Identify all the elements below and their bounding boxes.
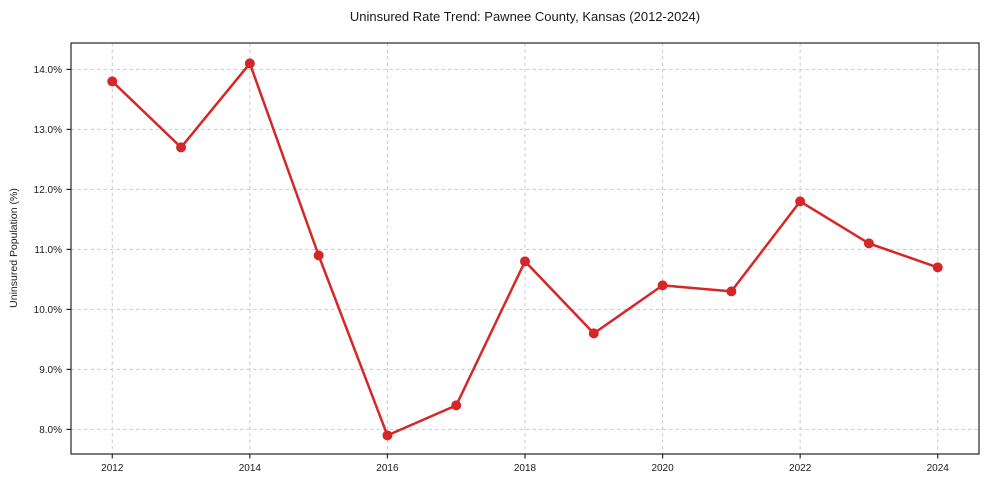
data-point-2014 bbox=[244, 58, 255, 69]
chart-title: Uninsured Rate Trend: Pawnee County, Kan… bbox=[349, 9, 701, 24]
data-point-2023 bbox=[863, 238, 874, 249]
data-point-2012 bbox=[107, 76, 118, 87]
x-tick-label: 2020 bbox=[651, 463, 674, 474]
y-tick-label: 8.0% bbox=[39, 425, 62, 436]
data-point-2018 bbox=[520, 256, 530, 267]
x-tick-label: 2024 bbox=[927, 463, 950, 474]
data-point-2016 bbox=[382, 430, 393, 441]
y-tick-label: 13.0% bbox=[34, 125, 62, 136]
x-tick-label: 2014 bbox=[239, 463, 262, 474]
data-point-2013 bbox=[176, 142, 187, 153]
data-point-2024 bbox=[932, 262, 943, 273]
y-tick-label: 12.0% bbox=[34, 185, 62, 196]
data-point-2022 bbox=[795, 196, 806, 207]
x-tick-label: 2022 bbox=[789, 463, 812, 474]
plot-area: 2012 2014 2016 2018 2020 2022 2024 8.0% 9.0% 10.0… bbox=[34, 42, 980, 474]
x-tick-label: 2018 bbox=[514, 463, 537, 474]
data-point-2015 bbox=[313, 250, 324, 261]
x-tick-label: 2016 bbox=[376, 463, 399, 474]
y-tick-label: 9.0% bbox=[39, 365, 62, 376]
x-tick-label: 2012 bbox=[101, 463, 124, 474]
data-point-2017 bbox=[451, 400, 462, 411]
data-point-2019 bbox=[588, 328, 599, 339]
data-point-2020 bbox=[657, 280, 668, 291]
y-tick-label: 10.0% bbox=[34, 305, 62, 316]
y-axis-label: Uninsured Population (%) bbox=[8, 188, 20, 308]
data-point-2021 bbox=[726, 286, 737, 297]
y-tick-label: 14.0% bbox=[34, 65, 62, 76]
plot-border bbox=[70, 42, 980, 455]
y-tick-label: 11.0% bbox=[34, 245, 62, 256]
